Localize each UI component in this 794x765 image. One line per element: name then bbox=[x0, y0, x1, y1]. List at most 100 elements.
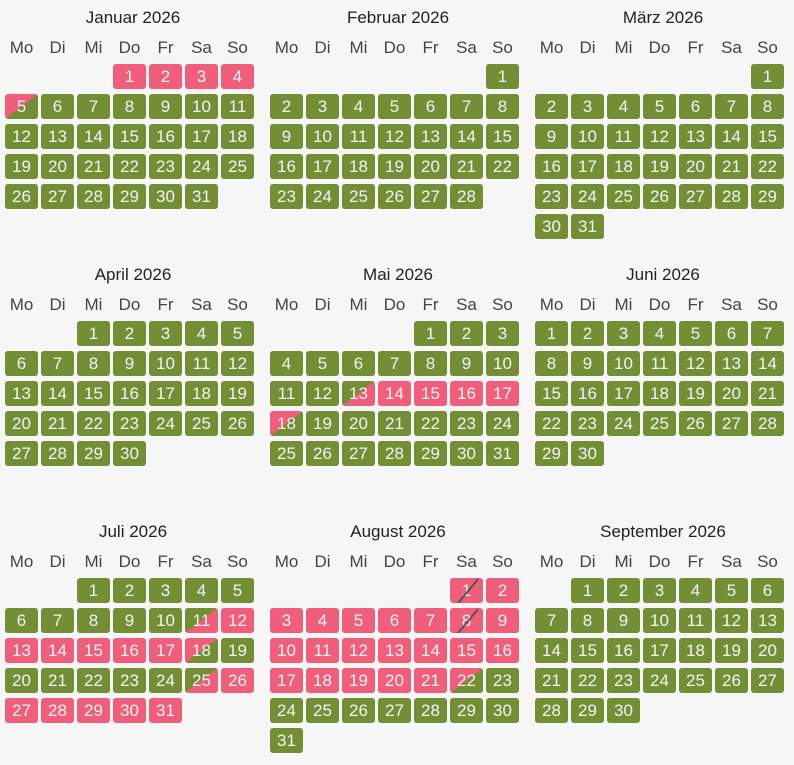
day-cell-free[interactable]: 8 bbox=[414, 351, 447, 376]
day-cell-booked[interactable]: 28 bbox=[41, 698, 74, 723]
day-cell-free[interactable]: 24 bbox=[571, 184, 604, 209]
day-cell-booked[interactable]: 13 bbox=[378, 638, 411, 663]
day-cell-free[interactable]: 5 bbox=[221, 578, 254, 603]
day-cell-free[interactable]: 20 bbox=[342, 411, 375, 436]
day-cell-booked[interactable]: 6 bbox=[378, 608, 411, 633]
day-cell-free[interactable]: 5 bbox=[643, 94, 676, 119]
day-cell-free[interactable]: 11 bbox=[342, 124, 375, 149]
day-cell-free[interactable]: 27 bbox=[342, 441, 375, 466]
day-cell-free[interactable]: 20 bbox=[679, 154, 712, 179]
day-cell-free[interactable]: 18 bbox=[607, 154, 640, 179]
day-cell-departure[interactable]: 18 bbox=[270, 411, 303, 436]
day-cell-free[interactable]: 15 bbox=[751, 124, 784, 149]
day-cell-free[interactable]: 3 bbox=[643, 578, 676, 603]
day-cell-changeover[interactable]: 1 bbox=[450, 578, 483, 603]
day-cell-booked[interactable]: 12 bbox=[342, 638, 375, 663]
day-cell-free[interactable]: 19 bbox=[221, 381, 254, 406]
day-cell-booked[interactable]: 15 bbox=[414, 381, 447, 406]
day-cell-free[interactable]: 30 bbox=[450, 441, 483, 466]
day-cell-free[interactable]: 25 bbox=[270, 441, 303, 466]
day-cell-free[interactable]: 23 bbox=[535, 184, 568, 209]
day-cell-free[interactable]: 15 bbox=[486, 124, 519, 149]
day-cell-booked[interactable]: 2 bbox=[149, 64, 182, 89]
day-cell-free[interactable]: 30 bbox=[113, 441, 146, 466]
day-cell-free[interactable]: 3 bbox=[571, 94, 604, 119]
day-cell-arrival[interactable]: 13 bbox=[342, 381, 375, 406]
day-cell-free[interactable]: 11 bbox=[270, 381, 303, 406]
day-cell-free[interactable]: 12 bbox=[221, 351, 254, 376]
day-cell-free[interactable]: 25 bbox=[221, 154, 254, 179]
day-cell-free[interactable]: 5 bbox=[679, 321, 712, 346]
day-cell-free[interactable]: 25 bbox=[679, 668, 712, 693]
day-cell-free[interactable]: 21 bbox=[450, 154, 483, 179]
day-cell-free[interactable]: 20 bbox=[715, 381, 748, 406]
day-cell-free[interactable]: 14 bbox=[751, 351, 784, 376]
day-cell-free[interactable]: 5 bbox=[715, 578, 748, 603]
day-cell-free[interactable]: 27 bbox=[41, 184, 74, 209]
day-cell-free[interactable]: 7 bbox=[450, 94, 483, 119]
day-cell-free[interactable]: 20 bbox=[751, 638, 784, 663]
day-cell-free[interactable]: 29 bbox=[113, 184, 146, 209]
day-cell-booked[interactable]: 17 bbox=[486, 381, 519, 406]
day-cell-free[interactable]: 17 bbox=[306, 154, 339, 179]
day-cell-free[interactable]: 7 bbox=[751, 321, 784, 346]
day-cell-free[interactable]: 16 bbox=[149, 124, 182, 149]
day-cell-free[interactable]: 19 bbox=[715, 638, 748, 663]
day-cell-free[interactable]: 28 bbox=[414, 698, 447, 723]
day-cell-free[interactable]: 9 bbox=[571, 351, 604, 376]
day-cell-free[interactable]: 19 bbox=[679, 381, 712, 406]
day-cell-free[interactable]: 5 bbox=[378, 94, 411, 119]
day-cell-free[interactable]: 6 bbox=[679, 94, 712, 119]
day-cell-free[interactable]: 4 bbox=[679, 578, 712, 603]
day-cell-free[interactable]: 30 bbox=[607, 698, 640, 723]
day-cell-free[interactable]: 10 bbox=[149, 351, 182, 376]
day-cell-free[interactable]: 20 bbox=[41, 154, 74, 179]
day-cell-free[interactable]: 26 bbox=[643, 184, 676, 209]
day-cell-free[interactable]: 31 bbox=[270, 728, 303, 753]
day-cell-booked[interactable]: 14 bbox=[378, 381, 411, 406]
day-cell-free[interactable]: 29 bbox=[751, 184, 784, 209]
day-cell-free[interactable]: 13 bbox=[679, 124, 712, 149]
day-cell-free[interactable]: 28 bbox=[378, 441, 411, 466]
day-cell-free[interactable]: 11 bbox=[185, 351, 218, 376]
day-cell-booked[interactable]: 3 bbox=[270, 608, 303, 633]
day-cell-free[interactable]: 23 bbox=[607, 668, 640, 693]
day-cell-free[interactable]: 6 bbox=[41, 94, 74, 119]
day-cell-booked[interactable]: 3 bbox=[185, 64, 218, 89]
day-cell-free[interactable]: 9 bbox=[270, 124, 303, 149]
day-cell-free[interactable]: 22 bbox=[77, 668, 110, 693]
day-cell-free[interactable]: 29 bbox=[77, 441, 110, 466]
day-cell-free[interactable]: 16 bbox=[113, 381, 146, 406]
day-cell-free[interactable]: 6 bbox=[751, 578, 784, 603]
day-cell-free[interactable]: 24 bbox=[486, 411, 519, 436]
day-cell-free[interactable]: 24 bbox=[607, 411, 640, 436]
day-cell-free[interactable]: 30 bbox=[535, 214, 568, 239]
day-cell-free[interactable]: 1 bbox=[571, 578, 604, 603]
day-cell-booked[interactable]: 16 bbox=[450, 381, 483, 406]
day-cell-booked[interactable]: 15 bbox=[450, 638, 483, 663]
day-cell-free[interactable]: 30 bbox=[571, 441, 604, 466]
day-cell-free[interactable]: 19 bbox=[643, 154, 676, 179]
day-cell-free[interactable]: 25 bbox=[607, 184, 640, 209]
day-cell-free[interactable]: 7 bbox=[41, 608, 74, 633]
day-cell-free[interactable]: 10 bbox=[306, 124, 339, 149]
day-cell-booked[interactable]: 11 bbox=[306, 638, 339, 663]
day-cell-free[interactable]: 31 bbox=[185, 184, 218, 209]
day-cell-free[interactable]: 30 bbox=[149, 184, 182, 209]
day-cell-free[interactable]: 17 bbox=[149, 381, 182, 406]
day-cell-free[interactable]: 30 bbox=[486, 698, 519, 723]
day-cell-free[interactable]: 4 bbox=[185, 578, 218, 603]
day-cell-free[interactable]: 13 bbox=[751, 608, 784, 633]
day-cell-free[interactable]: 2 bbox=[113, 321, 146, 346]
day-cell-booked[interactable]: 20 bbox=[378, 668, 411, 693]
day-cell-free[interactable]: 22 bbox=[751, 154, 784, 179]
day-cell-free[interactable]: 7 bbox=[41, 351, 74, 376]
day-cell-free[interactable]: 17 bbox=[571, 154, 604, 179]
day-cell-free[interactable]: 26 bbox=[679, 411, 712, 436]
day-cell-free[interactable]: 12 bbox=[378, 124, 411, 149]
day-cell-free[interactable]: 2 bbox=[450, 321, 483, 346]
day-cell-free[interactable]: 23 bbox=[149, 154, 182, 179]
day-cell-booked[interactable]: 21 bbox=[414, 668, 447, 693]
day-cell-booked[interactable]: 4 bbox=[221, 64, 254, 89]
day-cell-free[interactable]: 16 bbox=[535, 154, 568, 179]
